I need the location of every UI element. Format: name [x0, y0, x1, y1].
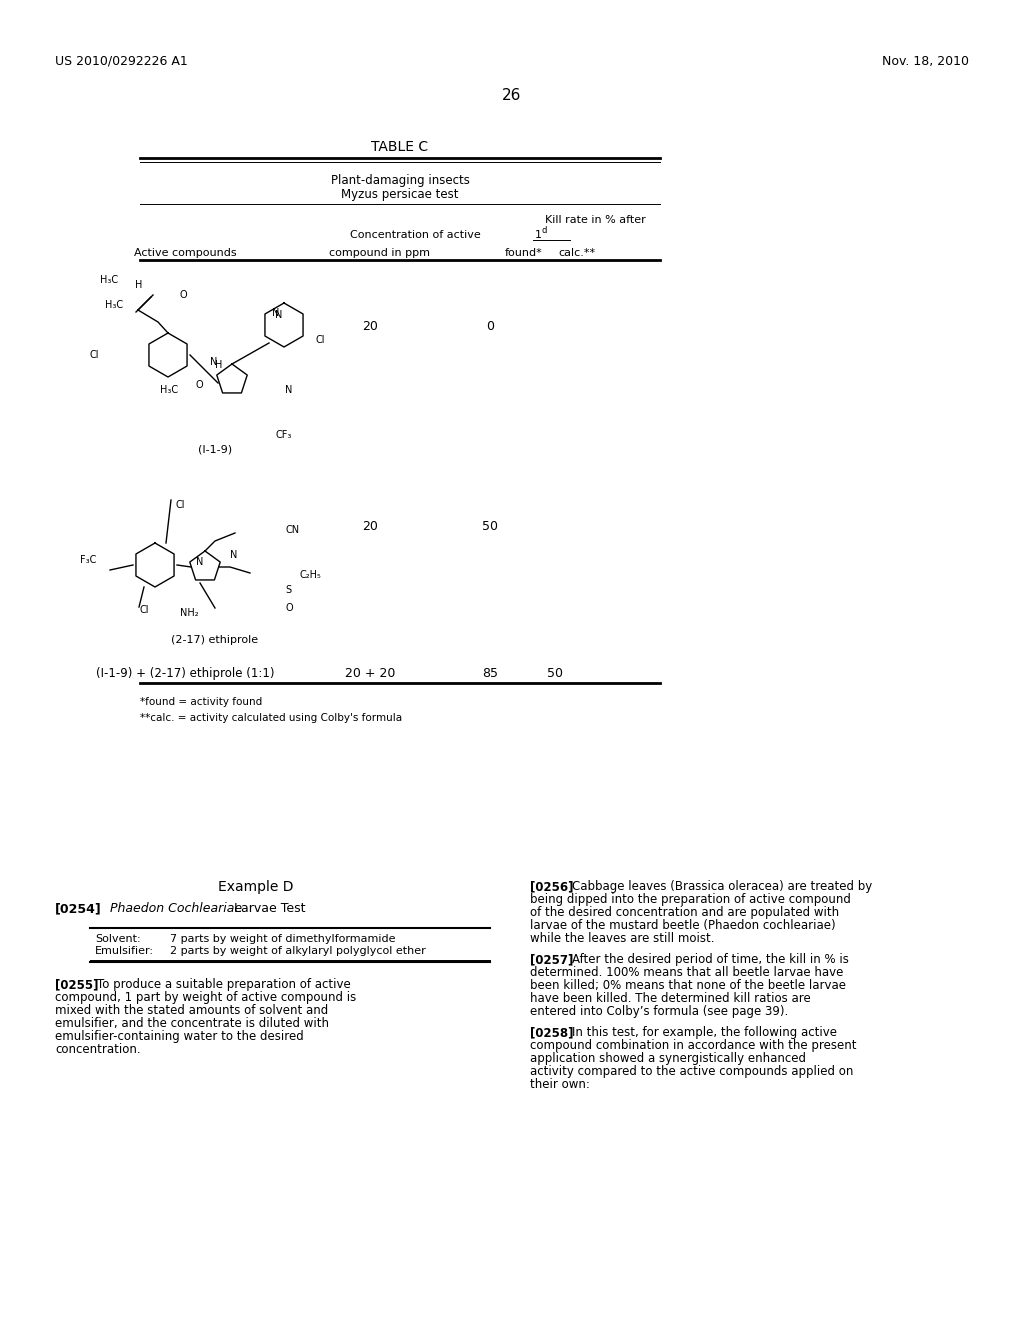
Text: Plant-damaging insects: Plant-damaging insects [331, 174, 469, 187]
Text: 20: 20 [362, 520, 378, 533]
Text: S: S [285, 585, 291, 595]
Text: F₃C: F₃C [80, 554, 96, 565]
Text: 50: 50 [547, 667, 563, 680]
Text: d: d [541, 226, 547, 235]
Text: application showed a synergistically enhanced: application showed a synergistically enh… [530, 1052, 806, 1065]
Text: have been killed. The determined kill ratios are: have been killed. The determined kill ra… [530, 993, 811, 1005]
Text: being dipped into the preparation of active compound: being dipped into the preparation of act… [530, 894, 851, 906]
Text: emulsifier, and the concentrate is diluted with: emulsifier, and the concentrate is dilut… [55, 1016, 329, 1030]
Text: NH₂: NH₂ [180, 609, 199, 618]
Text: N: N [272, 308, 280, 318]
Text: of the desired concentration and are populated with: of the desired concentration and are pop… [530, 906, 839, 919]
Text: **calc. = activity calculated using Colby's formula: **calc. = activity calculated using Colb… [140, 713, 402, 723]
Text: calc.**: calc.** [558, 248, 595, 257]
Text: C₂H₅: C₂H₅ [300, 570, 322, 579]
Text: their own:: their own: [530, 1078, 590, 1092]
Text: N: N [230, 550, 238, 560]
Text: concentration.: concentration. [55, 1043, 140, 1056]
Text: determined. 100% means that all beetle larvae have: determined. 100% means that all beetle l… [530, 966, 844, 979]
Text: To produce a suitable preparation of active: To produce a suitable preparation of act… [97, 978, 351, 991]
Text: Cl: Cl [315, 335, 325, 345]
Text: O: O [285, 603, 293, 612]
Text: while the leaves are still moist.: while the leaves are still moist. [530, 932, 715, 945]
Text: 2 parts by weight of alkylaryl polyglycol ether: 2 parts by weight of alkylaryl polyglyco… [170, 946, 426, 956]
Text: Example D: Example D [218, 880, 294, 894]
Text: activity compared to the active compounds applied on: activity compared to the active compound… [530, 1065, 853, 1078]
Text: been killed; 0% means that none of the beetle larvae: been killed; 0% means that none of the b… [530, 979, 846, 993]
Text: 26: 26 [503, 88, 521, 103]
Text: emulsifier-containing water to the desired: emulsifier-containing water to the desir… [55, 1030, 304, 1043]
Text: larvae of the mustard beetle (Phaedon cochleariae): larvae of the mustard beetle (Phaedon co… [530, 919, 836, 932]
Text: entered into Colby’s formula (see page 39).: entered into Colby’s formula (see page 3… [530, 1005, 788, 1018]
Text: [0254]: [0254] [55, 902, 101, 915]
Text: Cl: Cl [175, 500, 184, 510]
Text: mixed with the stated amounts of solvent and: mixed with the stated amounts of solvent… [55, 1005, 329, 1016]
Text: O: O [195, 380, 203, 389]
Text: 20: 20 [362, 319, 378, 333]
Text: Cabbage leaves (Brassica oleracea) are treated by: Cabbage leaves (Brassica oleracea) are t… [572, 880, 872, 894]
Text: Cl: Cl [140, 605, 150, 615]
Text: [0257]: [0257] [530, 953, 573, 966]
Text: H₃C: H₃C [105, 300, 123, 310]
Text: N: N [275, 310, 283, 319]
Text: compound, 1 part by weight of active compound is: compound, 1 part by weight of active com… [55, 991, 356, 1005]
Text: 85: 85 [482, 667, 498, 680]
Text: Emulsifier:: Emulsifier: [95, 946, 154, 956]
Text: Solvent:: Solvent: [95, 935, 140, 944]
Text: US 2010/0292226 A1: US 2010/0292226 A1 [55, 55, 187, 69]
Text: In this test, for example, the following active: In this test, for example, the following… [572, 1026, 837, 1039]
Text: found*: found* [505, 248, 543, 257]
Text: *found = activity found: *found = activity found [140, 697, 262, 708]
Text: (2-17) ethiprole: (2-17) ethiprole [171, 635, 259, 645]
Text: compound combination in accordance with the present: compound combination in accordance with … [530, 1039, 856, 1052]
Text: Myzus persicae test: Myzus persicae test [341, 187, 459, 201]
Text: 0: 0 [486, 319, 494, 333]
Text: (I-1-9): (I-1-9) [198, 445, 232, 455]
Text: N: N [285, 385, 293, 395]
Text: N: N [197, 557, 204, 568]
Text: 7 parts by weight of dimethylformamide: 7 parts by weight of dimethylformamide [170, 935, 395, 944]
Text: [0258]: [0258] [530, 1026, 573, 1039]
Text: H₃C: H₃C [100, 275, 118, 285]
Text: O: O [180, 290, 187, 300]
Text: Larvae Test: Larvae Test [230, 902, 305, 915]
Text: H₃C: H₃C [160, 385, 178, 395]
Text: Kill rate in % after: Kill rate in % after [545, 215, 646, 224]
Text: N: N [210, 356, 217, 367]
Text: Active compounds: Active compounds [134, 248, 237, 257]
Text: TABLE C: TABLE C [372, 140, 429, 154]
Text: [0256]: [0256] [530, 880, 573, 894]
Text: CN: CN [285, 525, 299, 535]
Text: 20 + 20: 20 + 20 [345, 667, 395, 680]
Text: Cl: Cl [90, 350, 99, 360]
Text: Concentration of active: Concentration of active [350, 230, 480, 240]
Text: After the desired period of time, the kill in % is: After the desired period of time, the ki… [572, 953, 849, 966]
Text: H: H [135, 280, 142, 290]
Text: 1: 1 [535, 230, 542, 240]
Text: (I-1-9) + (2-17) ethiprole (1:1): (I-1-9) + (2-17) ethiprole (1:1) [96, 667, 274, 680]
Text: CF₃: CF₃ [275, 430, 292, 440]
Text: Phaedon Cochleariae: Phaedon Cochleariae [110, 902, 242, 915]
Text: 50: 50 [482, 520, 498, 533]
Text: compound in ppm: compound in ppm [329, 248, 430, 257]
Text: H: H [215, 360, 222, 370]
Text: [0255]: [0255] [55, 978, 98, 991]
Text: Nov. 18, 2010: Nov. 18, 2010 [882, 55, 969, 69]
